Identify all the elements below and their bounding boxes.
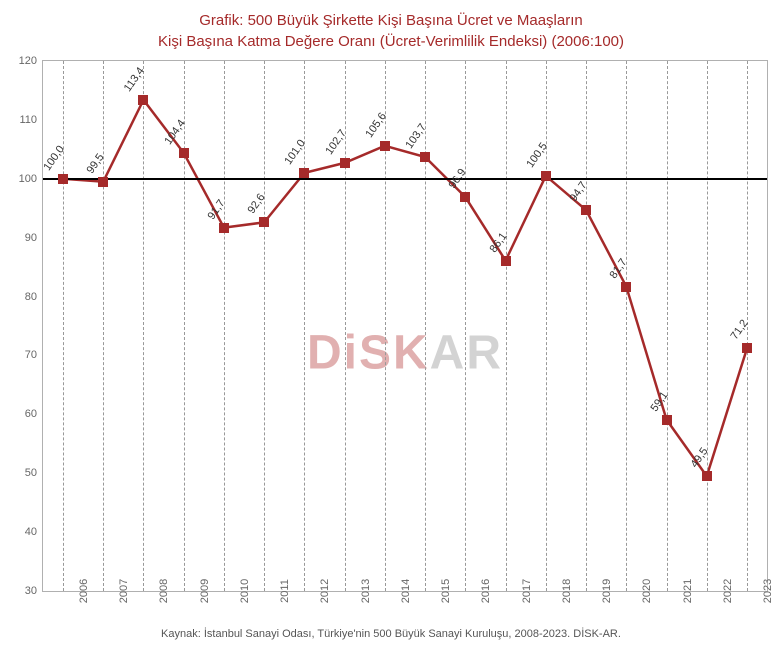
data-point [98,177,108,187]
x-tick-label: 2007 [103,579,130,603]
x-tick-label: 2018 [546,579,573,603]
data-point [259,217,269,227]
chart-title: Grafik: 500 Büyük Şirkette Kişi Başına Ü… [0,0,782,56]
x-gridline [103,61,104,591]
x-gridline [465,61,466,591]
data-point [501,256,511,266]
x-tick-label: 2016 [465,579,492,603]
plot-area: DiSKAR 304050607080901001101202006200720… [42,60,768,592]
data-point [58,174,68,184]
title-line-1: Grafik: 500 Büyük Şirkette Kişi Başına Ü… [199,12,583,29]
x-tick-label: 2013 [345,579,372,603]
y-tick-label: 70 [25,349,43,361]
x-tick-label: 2010 [224,579,251,603]
x-gridline [63,61,64,591]
data-point [541,171,551,181]
data-point [460,192,470,202]
title-line-2: Kişi Başına Katma Değere Oranı (Ücret-Ve… [158,33,624,50]
y-tick-label: 100 [19,173,43,185]
x-gridline [224,61,225,591]
x-gridline [707,61,708,591]
data-point [742,343,752,353]
y-tick-label: 110 [19,114,43,126]
x-gridline [506,61,507,591]
data-point [340,158,350,168]
x-tick-label: 2009 [184,579,211,603]
x-gridline [626,61,627,591]
x-tick-label: 2014 [385,579,412,603]
baseline-100 [43,178,767,180]
y-tick-label: 90 [25,232,43,244]
x-tick-label: 2020 [626,579,653,603]
x-tick-label: 2008 [143,579,170,603]
chart-container: Grafik: 500 Büyük Şirkette Kişi Başına Ü… [0,0,782,648]
y-tick-label: 60 [25,408,43,420]
y-tick-label: 40 [25,526,43,538]
x-gridline [425,61,426,591]
data-point [219,223,229,233]
data-point [702,471,712,481]
x-tick-label: 2023 [747,579,774,603]
x-tick-label: 2019 [586,579,613,603]
data-point [420,152,430,162]
data-point [138,95,148,105]
data-point [581,205,591,215]
x-gridline [304,61,305,591]
y-tick-label: 120 [19,55,43,67]
x-tick-label: 2006 [63,579,90,603]
x-tick-label: 2011 [264,579,291,603]
x-gridline [264,61,265,591]
x-tick-label: 2012 [304,579,331,603]
y-tick-label: 50 [25,467,43,479]
data-point [621,282,631,292]
x-tick-label: 2015 [425,579,452,603]
data-point [179,148,189,158]
data-point [380,141,390,151]
x-gridline [184,61,185,591]
data-point [662,415,672,425]
x-gridline [586,61,587,591]
data-point [299,168,309,178]
x-gridline [546,61,547,591]
y-tick-label: 30 [25,585,43,597]
x-gridline [143,61,144,591]
x-tick-label: 2017 [506,579,533,603]
source-text: Kaynak: İstanbul Sanayi Odası, Türkiye'n… [0,628,782,640]
x-gridline [667,61,668,591]
y-tick-label: 80 [25,291,43,303]
x-tick-label: 2022 [707,579,734,603]
x-tick-label: 2021 [667,579,694,603]
